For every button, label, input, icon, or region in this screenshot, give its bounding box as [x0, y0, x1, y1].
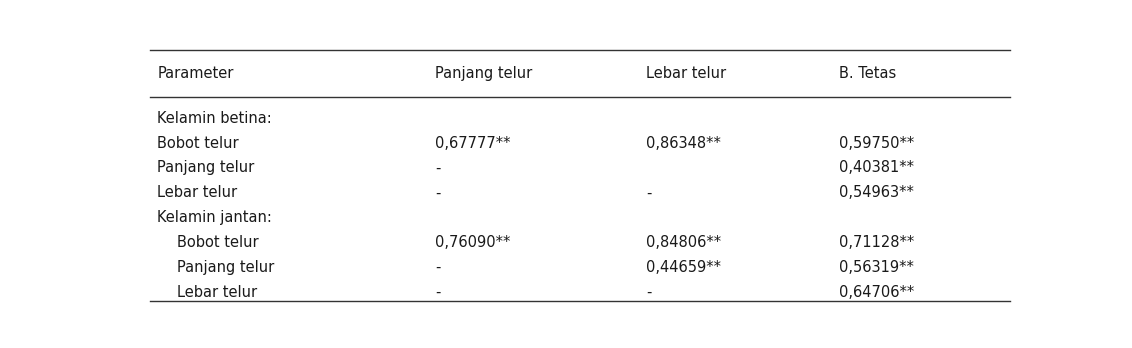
Text: 0,67777**: 0,67777**	[436, 136, 511, 151]
Text: -: -	[436, 285, 440, 300]
Text: Panjang telur: Panjang telur	[157, 160, 255, 175]
Text: -: -	[646, 285, 651, 300]
Text: 0,56319**: 0,56319**	[839, 260, 914, 275]
Text: 0,59750**: 0,59750**	[839, 136, 915, 151]
Text: Lebar telur: Lebar telur	[177, 285, 257, 300]
Text: Lebar telur: Lebar telur	[646, 66, 726, 81]
Text: Kelamin jantan:: Kelamin jantan:	[157, 210, 272, 225]
Text: 0,71128**: 0,71128**	[839, 235, 915, 250]
Text: 0,64706**: 0,64706**	[839, 285, 915, 300]
Text: 0,86348**: 0,86348**	[646, 136, 721, 151]
Text: Panjang telur: Panjang telur	[177, 260, 274, 275]
Text: 0,44659**: 0,44659**	[646, 260, 721, 275]
Text: Panjang telur: Panjang telur	[436, 66, 533, 81]
Text: 0,76090**: 0,76090**	[436, 235, 511, 250]
Text: Kelamin betina:: Kelamin betina:	[157, 111, 272, 126]
Text: -: -	[436, 160, 440, 175]
Text: B. Tetas: B. Tetas	[839, 66, 897, 81]
Text: Bobot telur: Bobot telur	[157, 136, 239, 151]
Text: -: -	[436, 185, 440, 200]
Text: Bobot telur: Bobot telur	[177, 235, 258, 250]
Text: Parameter: Parameter	[157, 66, 233, 81]
Text: 0,40381**: 0,40381**	[839, 160, 914, 175]
Text: 0,54963**: 0,54963**	[839, 185, 914, 200]
Text: -: -	[646, 185, 651, 200]
Text: -: -	[436, 260, 440, 275]
Text: 0,84806**: 0,84806**	[646, 235, 721, 250]
Text: Lebar telur: Lebar telur	[157, 185, 238, 200]
